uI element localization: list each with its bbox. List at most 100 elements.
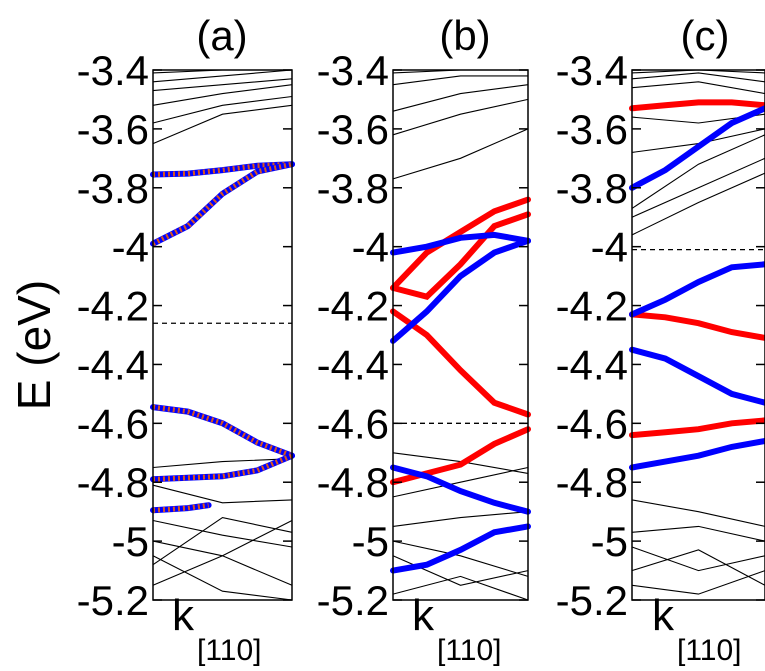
- y-tick-label: -5: [112, 518, 149, 565]
- band-line: [152, 517, 293, 566]
- y-tick-label: -5.2: [77, 577, 149, 624]
- band-line: [631, 157, 765, 218]
- panel-frame: [631, 69, 765, 601]
- y-tick-label: -4.8: [556, 459, 628, 506]
- band-line: [152, 104, 293, 145]
- band-line: [631, 499, 765, 527]
- band-line: [631, 172, 765, 236]
- panel-b-xlabel-k: k: [412, 591, 435, 640]
- y-tick-label: -4: [352, 224, 389, 271]
- y-axis-label: E (eV): [8, 280, 60, 410]
- band-line: [392, 540, 529, 577]
- panel-b-title: (b): [439, 12, 490, 59]
- band-line: [392, 128, 529, 180]
- panel-c-title: (c): [681, 12, 730, 59]
- panel-b: -3.4 -3.6 -3.8 -4 -4.2 -4.4 -4.6 -4.8 -5 -5.2: [317, 47, 531, 624]
- highlighted-band-blue: [390, 231, 531, 256]
- band-line: [152, 69, 293, 83]
- panel-b-xlabel-sub: [110]: [437, 634, 502, 667]
- highlighted-band-blue: [150, 502, 212, 514]
- band-line: [152, 555, 293, 601]
- y-tick-label: -3.4: [556, 47, 628, 94]
- y-tick-label: -4: [591, 224, 628, 271]
- highlighted-band-blue: [150, 452, 295, 483]
- y-tick-label: -4.2: [556, 283, 628, 330]
- panel-a-xlabel-k: k: [172, 591, 195, 640]
- y-tick-label: -4.4: [317, 341, 389, 388]
- highlighted-band-red: [390, 211, 531, 301]
- highlighted-band-blue: [390, 464, 531, 515]
- y-tick-label: -4.2: [77, 283, 149, 330]
- y-tick-label: -5: [591, 518, 628, 565]
- highlighted-band-blue: [629, 346, 765, 406]
- band-line: [392, 75, 528, 86]
- highlighted-band-red: [629, 99, 765, 112]
- y-tick-label: -3.4: [77, 47, 149, 94]
- y-tick-label: -4.6: [556, 400, 628, 447]
- y-tick-label: -5.2: [317, 577, 389, 624]
- y-tick-label: -4.2: [317, 283, 389, 330]
- band-line: [392, 84, 529, 112]
- panel-c-xlabel: k [110]: [652, 591, 742, 667]
- y-tick-label: -4.4: [77, 341, 149, 388]
- y-tick-label: -3.8: [556, 165, 628, 212]
- panel-a-xlabel: k [110]: [172, 591, 262, 667]
- highlighted-band-blue: [390, 523, 531, 574]
- y-tick-label: -5.2: [556, 577, 628, 624]
- band-line: [152, 95, 293, 124]
- panel-c-xlabel-k: k: [652, 591, 675, 640]
- y-tick-label: -3.6: [556, 106, 628, 153]
- highlighted-band-red-dots: [152, 404, 293, 459]
- panel-frame: [392, 69, 529, 601]
- panel-frame: [152, 69, 293, 601]
- band-line: [631, 81, 765, 95]
- y-tick-label: -4.6: [77, 400, 149, 447]
- band-line: [631, 570, 765, 595]
- panel-c: -3.4 -3.6 -3.8 -4 -4.2 -4.4 -4.6 -4.8 -5 -5.2: [556, 47, 765, 624]
- y-tick-label: -3.8: [77, 165, 149, 212]
- y-tick-label: -3.8: [317, 165, 389, 212]
- highlighted-band-blue: [629, 438, 765, 471]
- band-line: [631, 72, 765, 83]
- highlighted-band-red: [629, 417, 765, 439]
- panel-b-header: (b): [439, 12, 490, 59]
- band-line: [392, 575, 529, 601]
- highlighted-band-red-dots: [152, 502, 209, 513]
- y-tick-label: -3.6: [77, 106, 149, 153]
- panel-c-xlabel-sub: [110]: [677, 634, 742, 667]
- band-line: [152, 484, 293, 504]
- band-line: [631, 525, 765, 542]
- y-tick-label: -4.8: [317, 459, 389, 506]
- band-line: [631, 546, 765, 572]
- band-line: [152, 78, 293, 92]
- panel-c-header: (c): [681, 12, 730, 59]
- y-tick-label: -4.8: [77, 459, 149, 506]
- highlighted-band-blue: [390, 237, 531, 344]
- highlighted-band-red-dots: [151, 161, 293, 246]
- y-tick-label: -4: [112, 224, 149, 271]
- y-tick-label: -5: [352, 518, 389, 565]
- highlighted-band-red: [390, 196, 531, 291]
- highlighted-band-blue: [629, 261, 765, 318]
- band-line: [152, 519, 293, 548]
- panel-a-xlabel-sub: [110]: [197, 634, 262, 667]
- band-line: [392, 98, 529, 136]
- highlighted-band-red-dots: [152, 161, 293, 177]
- panel-b-xlabel: k [110]: [412, 591, 502, 667]
- y-tick-label: -3.4: [317, 47, 389, 94]
- band-line: [392, 466, 529, 498]
- panel-a-title: (a): [196, 12, 247, 59]
- highlighted-band-blue: [629, 105, 765, 191]
- band-line: [631, 549, 765, 586]
- highlighted-band-red: [629, 311, 765, 341]
- band-line: [392, 511, 529, 527]
- band-line: [152, 540, 293, 586]
- band-line: [152, 458, 293, 469]
- y-tick-label: -4.6: [317, 400, 389, 447]
- plot-area-layer: -3.4-3.6-3.8-4-4.2-4.4-4.6-4.8-5-5.2-3.4…: [77, 47, 765, 624]
- y-tick-label: -4.4: [556, 341, 628, 388]
- panel-a: -3.4 -3.6 -3.8 -4 -4.2 -4.4 -4.6 -4.8 -5 -5.2: [77, 47, 295, 624]
- band-line: [152, 520, 293, 586]
- highlighted-band-red: [390, 308, 531, 418]
